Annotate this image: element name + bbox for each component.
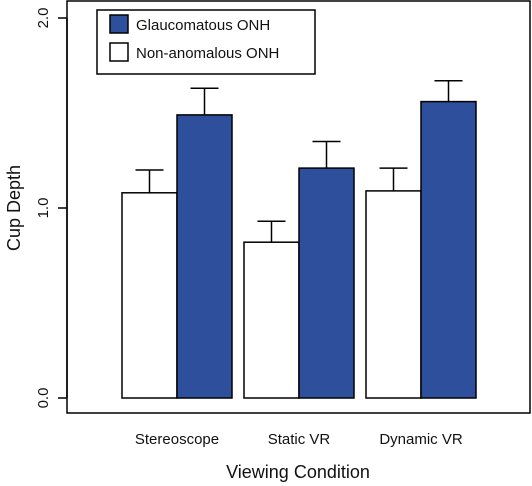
legend-label: Non-anomalous ONH bbox=[136, 45, 279, 62]
x-tick-label-stereoscope: Stereoscope bbox=[135, 431, 219, 448]
legend: Glaucomatous ONH Non-anomalous ONH bbox=[96, 9, 316, 75]
error-bars-group bbox=[135, 79, 463, 243]
y-tick-label: 1.0 bbox=[35, 198, 52, 219]
bar-non-anomalous-stereoscope bbox=[121, 192, 178, 399]
x-tick-label-static-vr: Static VR bbox=[268, 431, 331, 448]
y-tick-label: 0.0 bbox=[35, 388, 52, 409]
bar-glaucomatous-stereoscope bbox=[176, 114, 233, 399]
bar-non-anomalous-dynamic-vr bbox=[365, 190, 422, 399]
x-axis: Stereoscope Static VR Dynamic VR bbox=[135, 431, 463, 448]
x-tick-label-dynamic-vr: Dynamic VR bbox=[379, 431, 463, 448]
legend-swatch bbox=[109, 42, 129, 62]
y-axis-title: Cup Depth bbox=[4, 165, 24, 251]
bar-non-anomalous-static-vr bbox=[243, 241, 300, 399]
y-tick-label: 2.0 bbox=[35, 8, 52, 29]
legend-label: Glaucomatous ONH bbox=[136, 17, 270, 34]
bars-group bbox=[121, 100, 477, 399]
y-axis: 0.0 1.0 2.0 bbox=[35, 8, 68, 409]
legend-box bbox=[96, 9, 316, 75]
bar-glaucomatous-dynamic-vr bbox=[420, 100, 477, 399]
x-axis-title: Viewing Condition bbox=[226, 462, 370, 482]
bar-glaucomatous-static-vr bbox=[298, 167, 355, 399]
legend-swatch bbox=[109, 14, 129, 34]
